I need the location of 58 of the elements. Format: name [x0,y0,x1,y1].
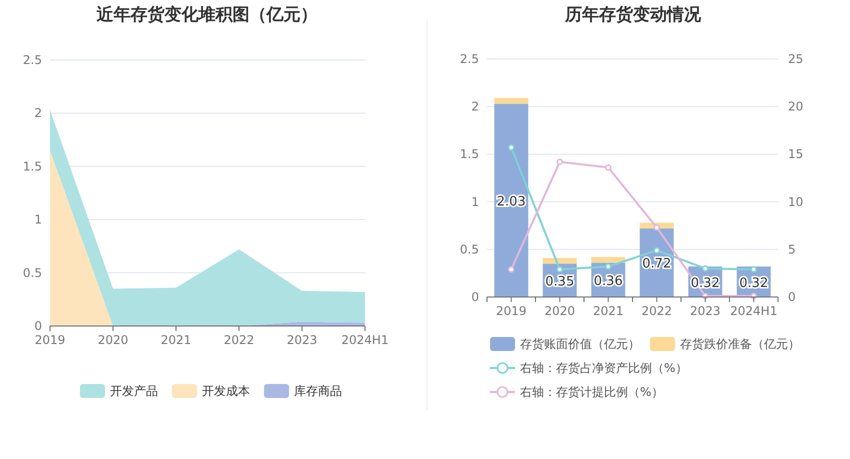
point [556,158,563,166]
x-tick-label: 2020 [98,333,128,347]
data-label: 0.32 [690,276,720,291]
y-tick-label: 2 [34,106,42,120]
point [556,266,563,273]
y-tick-label: 1 [34,212,42,227]
x-tick-label: 2021 [160,333,192,347]
data-label: 0.32 [739,276,768,291]
y-tick-label: 0.5 [460,242,479,256]
y-tick-label: 2 [471,100,479,114]
point [605,164,612,171]
y-tick-label: 0 [471,290,479,304]
point [702,265,708,272]
data-label: 0.72 [642,256,672,272]
x-tick-label: 2021 [592,304,624,318]
y2-tick-label: 25 [788,52,804,66]
legend-label: 库存商品 [294,384,342,398]
x-tick-label: 2020 [544,304,576,318]
point [654,247,660,254]
y2-tick-label: 20 [788,100,804,114]
y2-tick-label: 0 [788,290,796,304]
x-tick-label: 2023 [690,304,721,318]
y-tick-label: 2.5 [22,53,42,67]
data-label: 2.03 [496,194,526,210]
data-label: 0.36 [594,274,623,289]
y-tick-label: 2.5 [460,52,479,66]
data-label: 0.35 [545,274,574,290]
x-tick-label: 2024H1 [730,304,778,318]
y2-tick-label: 5 [788,242,796,256]
point [508,266,514,273]
x-tick-label: 2022 [224,333,254,347]
x-tick-label: 2019 [34,333,66,347]
point [508,144,514,151]
legend-label: 存货账面价值（亿元） [520,337,640,351]
point [605,263,612,270]
chart-title: 历年存货变动情况 [564,5,702,25]
legend-label: 开发产品 [110,384,158,398]
legend-label: 存货跌价准备（亿元） [680,337,800,351]
bar [591,257,626,263]
y-tick-label: 1.5 [22,159,42,174]
y-tick-label: 0.5 [22,266,42,280]
legend-label: 右轴：存货计提比例（%） [520,385,664,399]
y-tick-label: 1 [471,194,479,209]
legend-label: 开发成本 [202,384,250,398]
legend-label: 右轴：存货占净资产比例（%） [520,361,688,375]
bar [494,104,528,297]
y-tick-label: 0 [34,319,42,333]
bar [494,98,528,104]
chart-title: 近年存货变化堆积图（亿元） [96,5,318,25]
x-tick-label: 2019 [496,304,527,318]
x-tick-label: 2022 [641,304,672,318]
x-tick-label: 2023 [286,333,318,347]
point [750,266,757,273]
y-tick-label: 1.5 [460,147,479,162]
y2-tick-label: 10 [788,194,804,209]
x-tick-label: 2024H1 [341,333,389,347]
point [654,224,660,231]
y2-tick-label: 15 [788,147,804,162]
